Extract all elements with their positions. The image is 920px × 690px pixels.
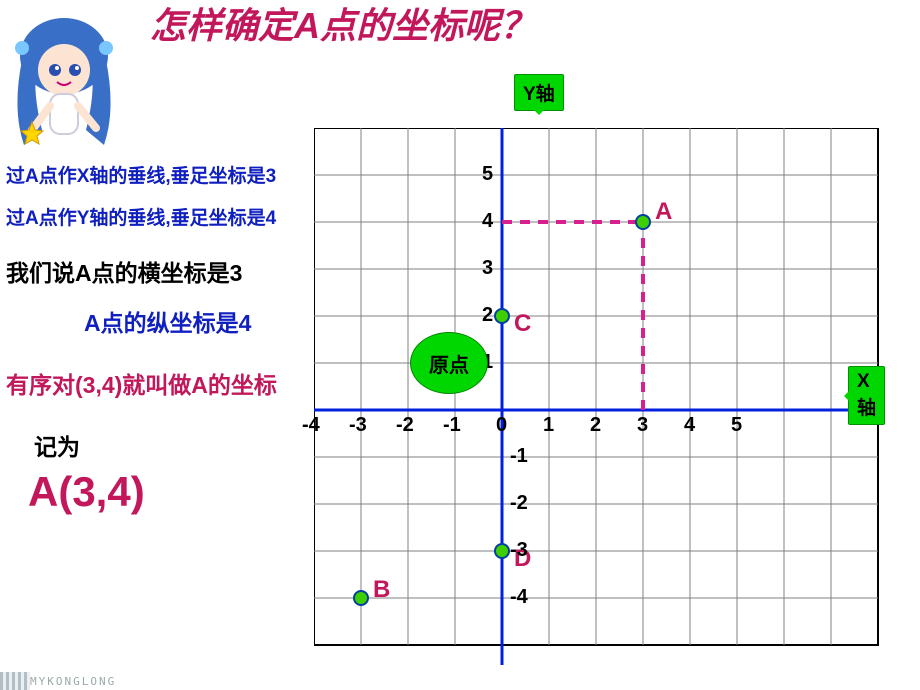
tick-label: 0 — [496, 414, 507, 437]
footer-decoration — [0, 672, 30, 690]
explanation-line-2: 我们说A点的横坐标是3 — [6, 258, 242, 289]
tick-label: -3 — [349, 414, 367, 437]
tick-label: 2 — [590, 414, 601, 437]
tick-label: 2 — [482, 304, 493, 327]
explanation-line-0: 过A点作X轴的垂线,垂足坐标是3 — [6, 164, 276, 190]
y-axis-callout: Y轴 — [514, 74, 564, 111]
coordinate-result: A(3,4) — [28, 468, 145, 516]
tick-label: -1 — [443, 414, 461, 437]
origin-callout: 原点 — [410, 332, 488, 394]
explanation-line-1: 过A点作Y轴的垂线,垂足坐标是4 — [6, 206, 276, 232]
coordinate-plane-chart: ABCD-4-3-2-101234512345-1-2-3-4Y轴X轴原点 — [314, 128, 884, 668]
tick-label: -2 — [396, 414, 414, 437]
tick-label: -4 — [302, 414, 320, 437]
watermark: MYKONGLONG — [30, 675, 116, 688]
tick-label: 5 — [731, 414, 742, 437]
tick-label: 5 — [482, 163, 493, 186]
explanation-line-4: 有序对(3,4)就叫做A的坐标 — [6, 370, 296, 401]
tick-label: 1 — [543, 414, 554, 437]
point-label-B: B — [373, 576, 390, 604]
x-axis-callout: X轴 — [848, 366, 885, 425]
tick-label: -4 — [510, 586, 528, 609]
explanation-line-3: A点的纵坐标是4 — [84, 308, 251, 339]
explanation-line-5: 记为 — [34, 432, 80, 463]
tick-label: 4 — [482, 210, 493, 233]
tick-label: 3 — [637, 414, 648, 437]
tick-label: -1 — [510, 445, 528, 468]
tick-label: 3 — [482, 257, 493, 280]
tick-label: -2 — [510, 492, 528, 515]
avatar-illustration — [2, 10, 130, 155]
point-label-C: C — [514, 310, 531, 338]
tick-label: 4 — [684, 414, 695, 437]
page-title: 怎样确定A点的坐标呢？ — [150, 2, 620, 51]
tick-label: -3 — [510, 539, 528, 562]
point-label-A: A — [655, 198, 672, 226]
